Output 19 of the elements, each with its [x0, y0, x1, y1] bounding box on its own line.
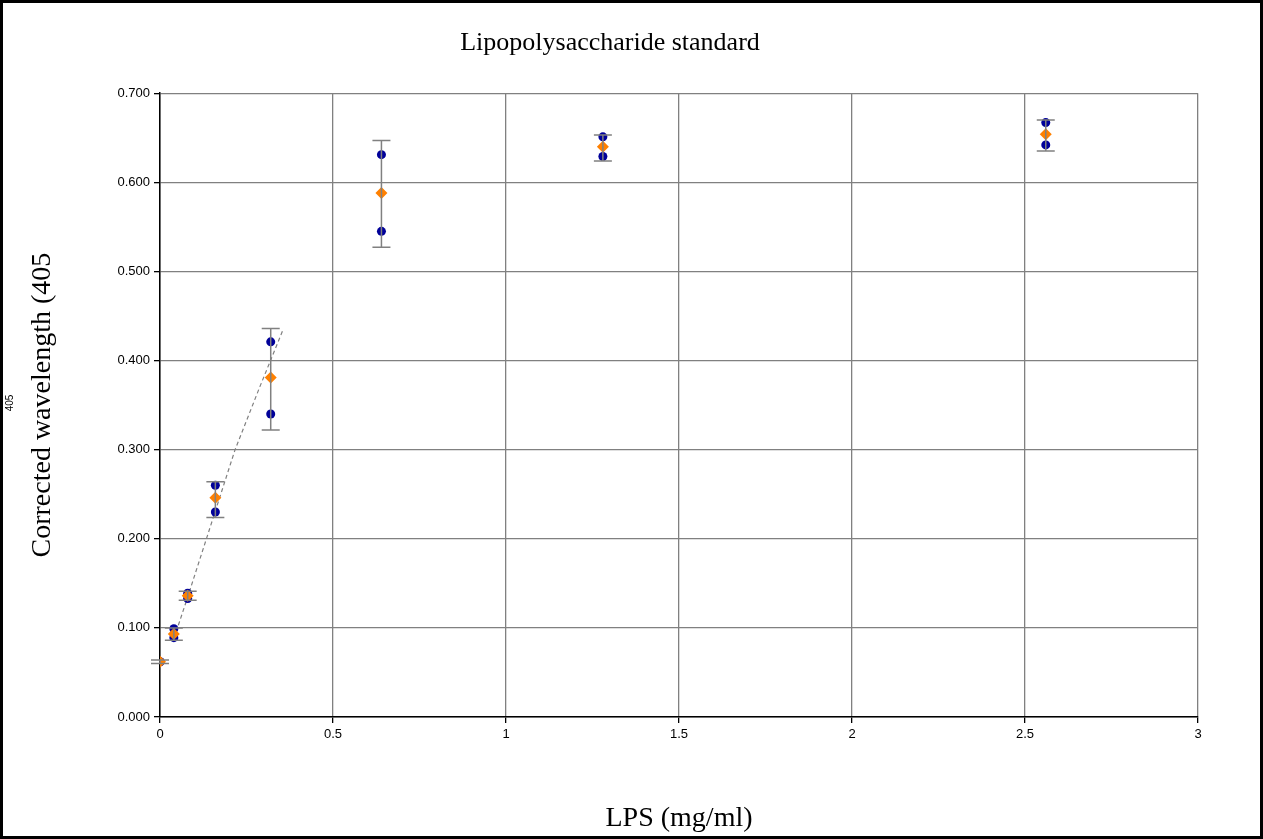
x-axis-title: LPS (mg/ml)	[605, 800, 753, 832]
y-tick-label: 0.500	[117, 263, 150, 279]
text: 405	[3, 394, 15, 412]
x-tick-label: 1.5	[669, 726, 689, 742]
y-tick-label: 0.100	[117, 619, 150, 635]
chart-title: Lipopolysaccharide standard	[460, 27, 760, 57]
x-tick-label: 3	[1194, 726, 1202, 742]
x-tick-label: 1	[502, 726, 510, 742]
y-tick-label: 0.600	[117, 173, 150, 189]
x-tick-label: 0	[156, 726, 164, 742]
y-tick-label: 0.700	[117, 84, 150, 100]
x-tick-label: 0.5	[323, 726, 343, 742]
x-tick-label: 2.5	[1015, 726, 1035, 742]
y-tick-label: 0.000	[117, 708, 150, 724]
y-tick-label: 0.200	[117, 530, 150, 546]
y-tick-label: 0.300	[117, 441, 150, 457]
x-tick-label: 2	[848, 726, 856, 742]
y-tick-label: 0.400	[117, 352, 150, 368]
y-axis-title: Corrected wavelength (405	[25, 252, 57, 558]
